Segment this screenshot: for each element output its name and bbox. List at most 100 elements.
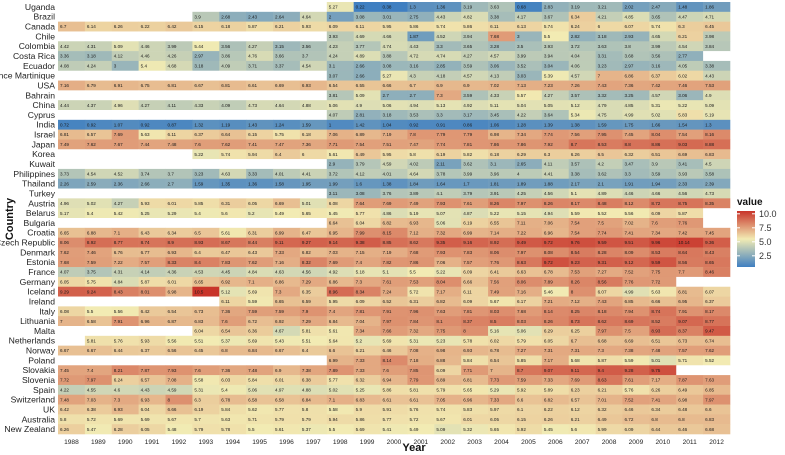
- heatmap-cell: [138, 208, 166, 219]
- cell-value-label: 6.83: [705, 152, 714, 157]
- cell-value-label: 4.59: [168, 388, 177, 393]
- cell-value-label: 5.69: [114, 417, 123, 422]
- cell-value-label: 3.71: [248, 64, 257, 69]
- heatmap-cell: [703, 129, 731, 140]
- heatmap-cell: [219, 296, 247, 307]
- heatmap-cell: [488, 394, 516, 405]
- heatmap-cell: [192, 110, 220, 121]
- cell-value-label: 7.7: [678, 270, 685, 275]
- heatmap-cell: [380, 60, 408, 72]
- heatmap-cell: [273, 286, 301, 297]
- heatmap-cell: [514, 100, 543, 111]
- heatmap-cell: [434, 414, 462, 425]
- heatmap-cell: [138, 80, 166, 91]
- cell-value-label: 7.6: [194, 142, 201, 147]
- cell-value-label: 8.17: [571, 201, 580, 206]
- heatmap-cell: [461, 70, 489, 81]
- cell-value-label: 6.02: [678, 73, 687, 78]
- cell-value-label: 3.96: [490, 172, 499, 177]
- heatmap-cell: [568, 100, 596, 111]
- heatmap-cell: [676, 60, 704, 72]
- heatmap-cell: [649, 188, 677, 199]
- cell-value-label: 5.41: [383, 427, 392, 432]
- cell-value-label: 5.09: [436, 427, 445, 432]
- cell-value-label: 3.56: [651, 54, 660, 59]
- heatmap-cell: [273, 345, 301, 356]
- heatmap-cell: [461, 51, 489, 62]
- cell-value-label: 6.78: [544, 270, 553, 275]
- cell-value-label: 1.99: [329, 181, 338, 186]
- cell-value-label: 5.71: [678, 358, 687, 363]
- heatmap-cell: [246, 394, 274, 405]
- cell-value-label: 9.28: [624, 368, 633, 373]
- heatmap-cell: [649, 90, 677, 101]
- heatmap-cell: [541, 394, 570, 405]
- heatmap-cell: [138, 198, 166, 209]
- cell-value-label: 6.84: [329, 319, 338, 324]
- cell-value-label: 6.83: [705, 417, 714, 422]
- cell-value-label: 5.86: [463, 24, 472, 29]
- heatmap-cell: [165, 286, 193, 297]
- cell-value-label: 4.18: [436, 73, 445, 78]
- cell-value-label: 3.21: [598, 5, 607, 10]
- cell-value-label: 5.39: [544, 73, 553, 78]
- cell-value-label: 4.82: [463, 14, 472, 19]
- cell-value-label: 5.52: [705, 358, 714, 363]
- cell-value-label: 5.64: [329, 338, 338, 343]
- heatmap-cell: [246, 31, 274, 42]
- cell-value-label: 5.61: [275, 427, 284, 432]
- heatmap-cell: [192, 394, 220, 405]
- cell-value-label: 6.61: [248, 83, 257, 88]
- cell-value-label: 7: [60, 319, 63, 324]
- cell-value-label: 1: [329, 122, 332, 127]
- cell-value-label: 7.99: [356, 230, 365, 235]
- cell-value-label: 5.25: [141, 211, 150, 216]
- cell-value-label: 8.33: [168, 260, 177, 265]
- heatmap-cell: [595, 2, 623, 13]
- cell-value-label: 3.28: [490, 44, 499, 49]
- cell-value-label: 3.79: [463, 191, 472, 196]
- heatmap-cell: [299, 208, 328, 219]
- cell-value-label: 4.09: [221, 103, 230, 108]
- heatmap-cell: [111, 119, 139, 130]
- country-label: Uganda: [25, 2, 55, 12]
- cell-value-label: 7.75: [651, 270, 660, 275]
- cell-value-label: 6.7: [60, 24, 67, 29]
- heatmap-cell: [58, 355, 86, 366]
- cell-value-label: 5.65: [463, 388, 472, 393]
- cell-value-label: 6.88: [436, 358, 445, 363]
- cell-value-label: 6.32: [598, 407, 607, 412]
- heatmap-cell: [299, 365, 328, 376]
- cell-value-label: 8.26: [544, 201, 553, 206]
- heatmap-cell: [326, 227, 354, 238]
- heatmap-cell: [273, 257, 301, 268]
- cell-value-label: 3.94: [544, 54, 553, 59]
- cell-value-label: 6.59: [302, 299, 311, 304]
- cell-value-label: 4.74: [383, 44, 392, 49]
- cell-value-label: 6.54: [221, 329, 230, 334]
- heatmap-cell: [407, 149, 435, 160]
- heatmap-cell: [461, 110, 489, 121]
- heatmap-cell: [703, 237, 731, 248]
- heatmap-cell: [434, 267, 462, 278]
- cell-value-label: 8.85: [383, 240, 392, 245]
- heatmap-cell: [676, 306, 704, 317]
- heatmap-cell: [461, 296, 489, 307]
- cell-value-label: 6.37: [194, 132, 203, 137]
- cell-value-label: 4.76: [248, 54, 257, 59]
- cell-value-label: 4.27: [544, 93, 553, 98]
- heatmap-cell: [165, 198, 193, 209]
- cell-value-label: 1.54: [678, 122, 687, 127]
- cell-value-label: 3.66: [275, 54, 284, 59]
- heatmap-cell: [299, 100, 328, 111]
- heatmap-cell: [514, 90, 543, 101]
- cell-value-label: 5.12: [221, 289, 230, 294]
- heatmap-cell: [541, 218, 570, 229]
- heatmap-cell: [299, 267, 328, 278]
- heatmap-cell: [111, 51, 139, 62]
- heatmap-cell: [165, 345, 193, 356]
- heatmap-cell: [595, 41, 623, 52]
- heatmap-cell: [461, 21, 489, 32]
- heatmap-cell: [595, 267, 623, 278]
- heatmap-cell: [111, 404, 139, 415]
